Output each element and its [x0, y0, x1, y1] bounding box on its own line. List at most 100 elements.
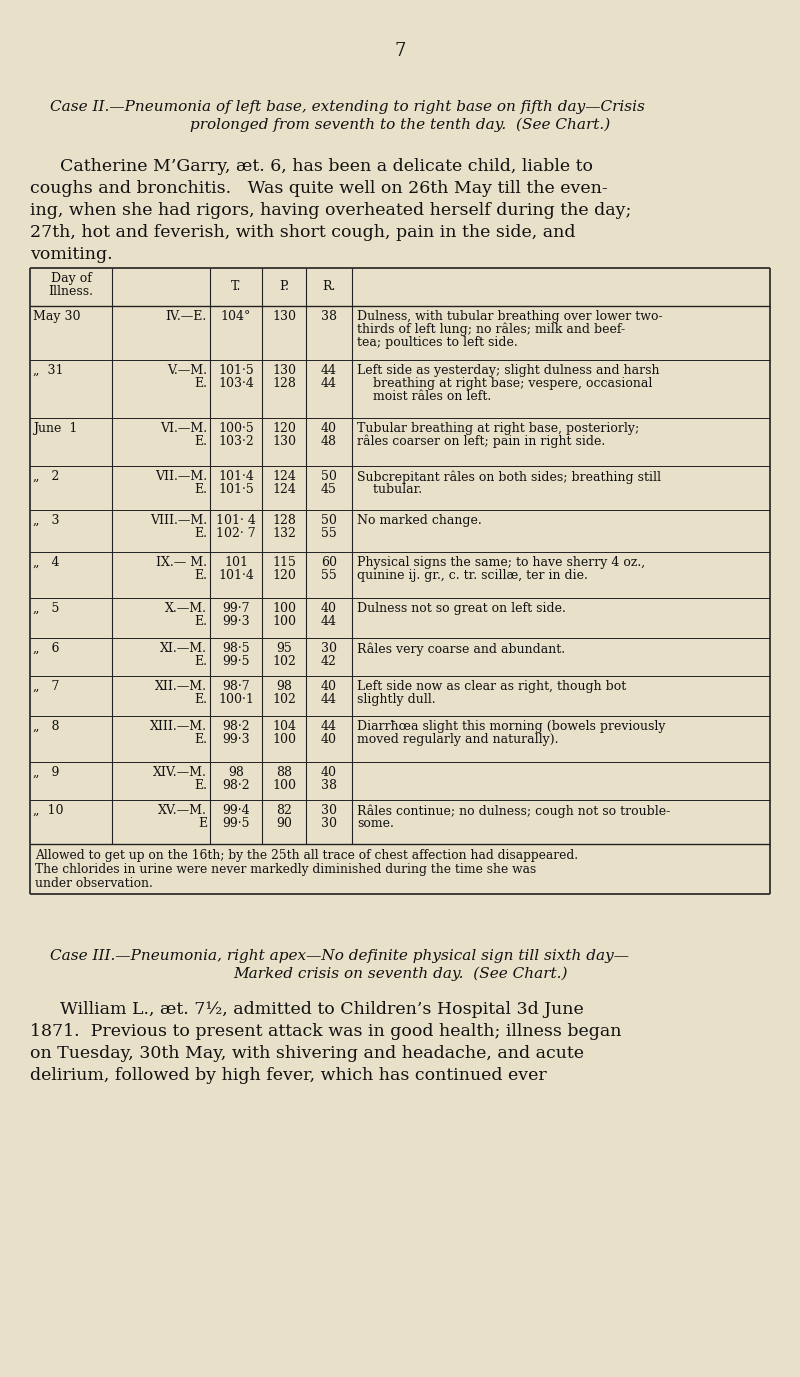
Text: XV.—M.: XV.—M.	[158, 804, 207, 817]
Text: XII.—M.: XII.—M.	[155, 680, 207, 693]
Text: P.: P.	[279, 280, 289, 293]
Text: 45: 45	[321, 483, 337, 496]
Text: „   6: „ 6	[33, 642, 59, 655]
Text: râles coarser on left; pain in right side.: râles coarser on left; pain in right sid…	[357, 435, 606, 449]
Text: Left side as yesterday; slight dulness and harsh: Left side as yesterday; slight dulness a…	[357, 364, 659, 377]
Text: E.: E.	[194, 733, 207, 746]
Text: 101·5: 101·5	[218, 483, 254, 496]
Text: some.: some.	[357, 817, 394, 830]
Text: moved regularly and naturally).: moved regularly and naturally).	[357, 733, 558, 746]
Text: 38: 38	[321, 310, 337, 324]
Text: „  31: „ 31	[33, 364, 63, 377]
Text: 60: 60	[321, 556, 337, 569]
Text: IX.— M.: IX.— M.	[156, 556, 207, 569]
Text: 44: 44	[321, 720, 337, 733]
Text: X.—M.: X.—M.	[165, 602, 207, 616]
Text: Left side now as clear as right, though bot: Left side now as clear as right, though …	[357, 680, 626, 693]
Text: E.: E.	[194, 779, 207, 792]
Text: E.: E.	[194, 435, 207, 448]
Text: „   9: „ 9	[33, 766, 59, 779]
Text: 44: 44	[321, 377, 337, 390]
Text: Physical signs the same; to have sherry 4 oz.,: Physical signs the same; to have sherry …	[357, 556, 645, 569]
Text: Dulness not so great on left side.: Dulness not so great on left side.	[357, 602, 566, 616]
Text: „   7: „ 7	[33, 680, 59, 693]
Text: 128: 128	[272, 514, 296, 527]
Text: „   2: „ 2	[33, 470, 59, 483]
Text: R.: R.	[322, 280, 336, 293]
Text: 124: 124	[272, 470, 296, 483]
Text: tea; poultices to left side.: tea; poultices to left side.	[357, 336, 518, 348]
Text: June  1: June 1	[33, 421, 78, 435]
Text: E.: E.	[194, 483, 207, 496]
Text: 82: 82	[276, 804, 292, 817]
Text: 50: 50	[321, 514, 337, 527]
Text: 98: 98	[276, 680, 292, 693]
Text: 98·2: 98·2	[222, 779, 250, 792]
Text: 98: 98	[228, 766, 244, 779]
Text: 95: 95	[276, 642, 292, 655]
Text: 128: 128	[272, 377, 296, 390]
Text: 99·3: 99·3	[222, 733, 250, 746]
Text: IV.—E.: IV.—E.	[166, 310, 207, 324]
Text: Tubular breathing at right base, posteriorly;: Tubular breathing at right base, posteri…	[357, 421, 639, 435]
Text: 103·2: 103·2	[218, 435, 254, 448]
Text: E.: E.	[194, 569, 207, 582]
Text: 100: 100	[272, 779, 296, 792]
Text: 102· 7: 102· 7	[216, 527, 256, 540]
Text: 88: 88	[276, 766, 292, 779]
Text: XI.—M.: XI.—M.	[160, 642, 207, 655]
Text: 30: 30	[321, 817, 337, 830]
Text: 44: 44	[321, 693, 337, 706]
Text: on Tuesday, 30th May, with shivering and headache, and acute: on Tuesday, 30th May, with shivering and…	[30, 1045, 584, 1062]
Text: Day of: Day of	[50, 273, 91, 285]
Text: 40: 40	[321, 766, 337, 779]
Text: under observation.: under observation.	[35, 877, 153, 890]
Text: XIII.—M.: XIII.—M.	[150, 720, 207, 733]
Text: Case III.—Pneumonia, right apex—No definite physical sign till sixth day—: Case III.—Pneumonia, right apex—No defin…	[50, 949, 629, 963]
Text: 99·5: 99·5	[222, 655, 250, 668]
Text: 130: 130	[272, 310, 296, 324]
Text: 100·5: 100·5	[218, 421, 254, 435]
Text: 40: 40	[321, 602, 337, 616]
Text: breathing at right base; vespere, occasional: breathing at right base; vespere, occasi…	[357, 377, 652, 390]
Text: 130: 130	[272, 435, 296, 448]
Text: coughs and bronchitis.   Was quite well on 26th May till the even-: coughs and bronchitis. Was quite well on…	[30, 180, 608, 197]
Text: 98·5: 98·5	[222, 642, 250, 655]
Text: vomiting.: vomiting.	[30, 246, 113, 263]
Text: 101· 4: 101· 4	[216, 514, 256, 527]
Text: 55: 55	[321, 569, 337, 582]
Text: „   8: „ 8	[33, 720, 59, 733]
Text: 55: 55	[321, 527, 337, 540]
Text: Diarrħœa slight this morning (bowels previously: Diarrħœa slight this morning (bowels pre…	[357, 720, 666, 733]
Text: 104: 104	[272, 720, 296, 733]
Text: 100·1: 100·1	[218, 693, 254, 706]
Text: 99·7: 99·7	[222, 602, 250, 616]
Text: 102: 102	[272, 655, 296, 668]
Text: 1871.  Previous to present attack was in good health; illness began: 1871. Previous to present attack was in …	[30, 1023, 622, 1040]
Text: 99·4: 99·4	[222, 804, 250, 817]
Text: prolonged from seventh to the tenth day.  (See Chart.): prolonged from seventh to the tenth day.…	[190, 118, 610, 132]
Text: 40: 40	[321, 680, 337, 693]
Text: „   4: „ 4	[33, 556, 59, 569]
Text: E.: E.	[194, 655, 207, 668]
Text: Illness.: Illness.	[49, 285, 94, 297]
Text: XIV.—M.: XIV.—M.	[153, 766, 207, 779]
Text: 99·5: 99·5	[222, 817, 250, 830]
Text: No marked change.: No marked change.	[357, 514, 482, 527]
Text: „   5: „ 5	[33, 602, 59, 616]
Text: Râles continue; no dulness; cough not so trouble-: Râles continue; no dulness; cough not so…	[357, 804, 670, 818]
Text: VII.—M.: VII.—M.	[155, 470, 207, 483]
Text: E.: E.	[194, 693, 207, 706]
Text: delirium, followed by high fever, which has continued ever: delirium, followed by high fever, which …	[30, 1067, 546, 1084]
Text: moist râles on left.: moist râles on left.	[357, 390, 491, 403]
Text: 27th, hot and feverish, with short cough, pain in the side, and: 27th, hot and feverish, with short cough…	[30, 224, 575, 241]
Text: T.: T.	[231, 280, 241, 293]
Text: 120: 120	[272, 421, 296, 435]
Text: 30: 30	[321, 642, 337, 655]
Text: 7: 7	[394, 43, 406, 61]
Text: Marked crisis on seventh day.  (See Chart.): Marked crisis on seventh day. (See Chart…	[233, 967, 567, 982]
Text: 98·2: 98·2	[222, 720, 250, 733]
Text: 130: 130	[272, 364, 296, 377]
Text: 30: 30	[321, 804, 337, 817]
Text: VIII.—M.: VIII.—M.	[150, 514, 207, 527]
